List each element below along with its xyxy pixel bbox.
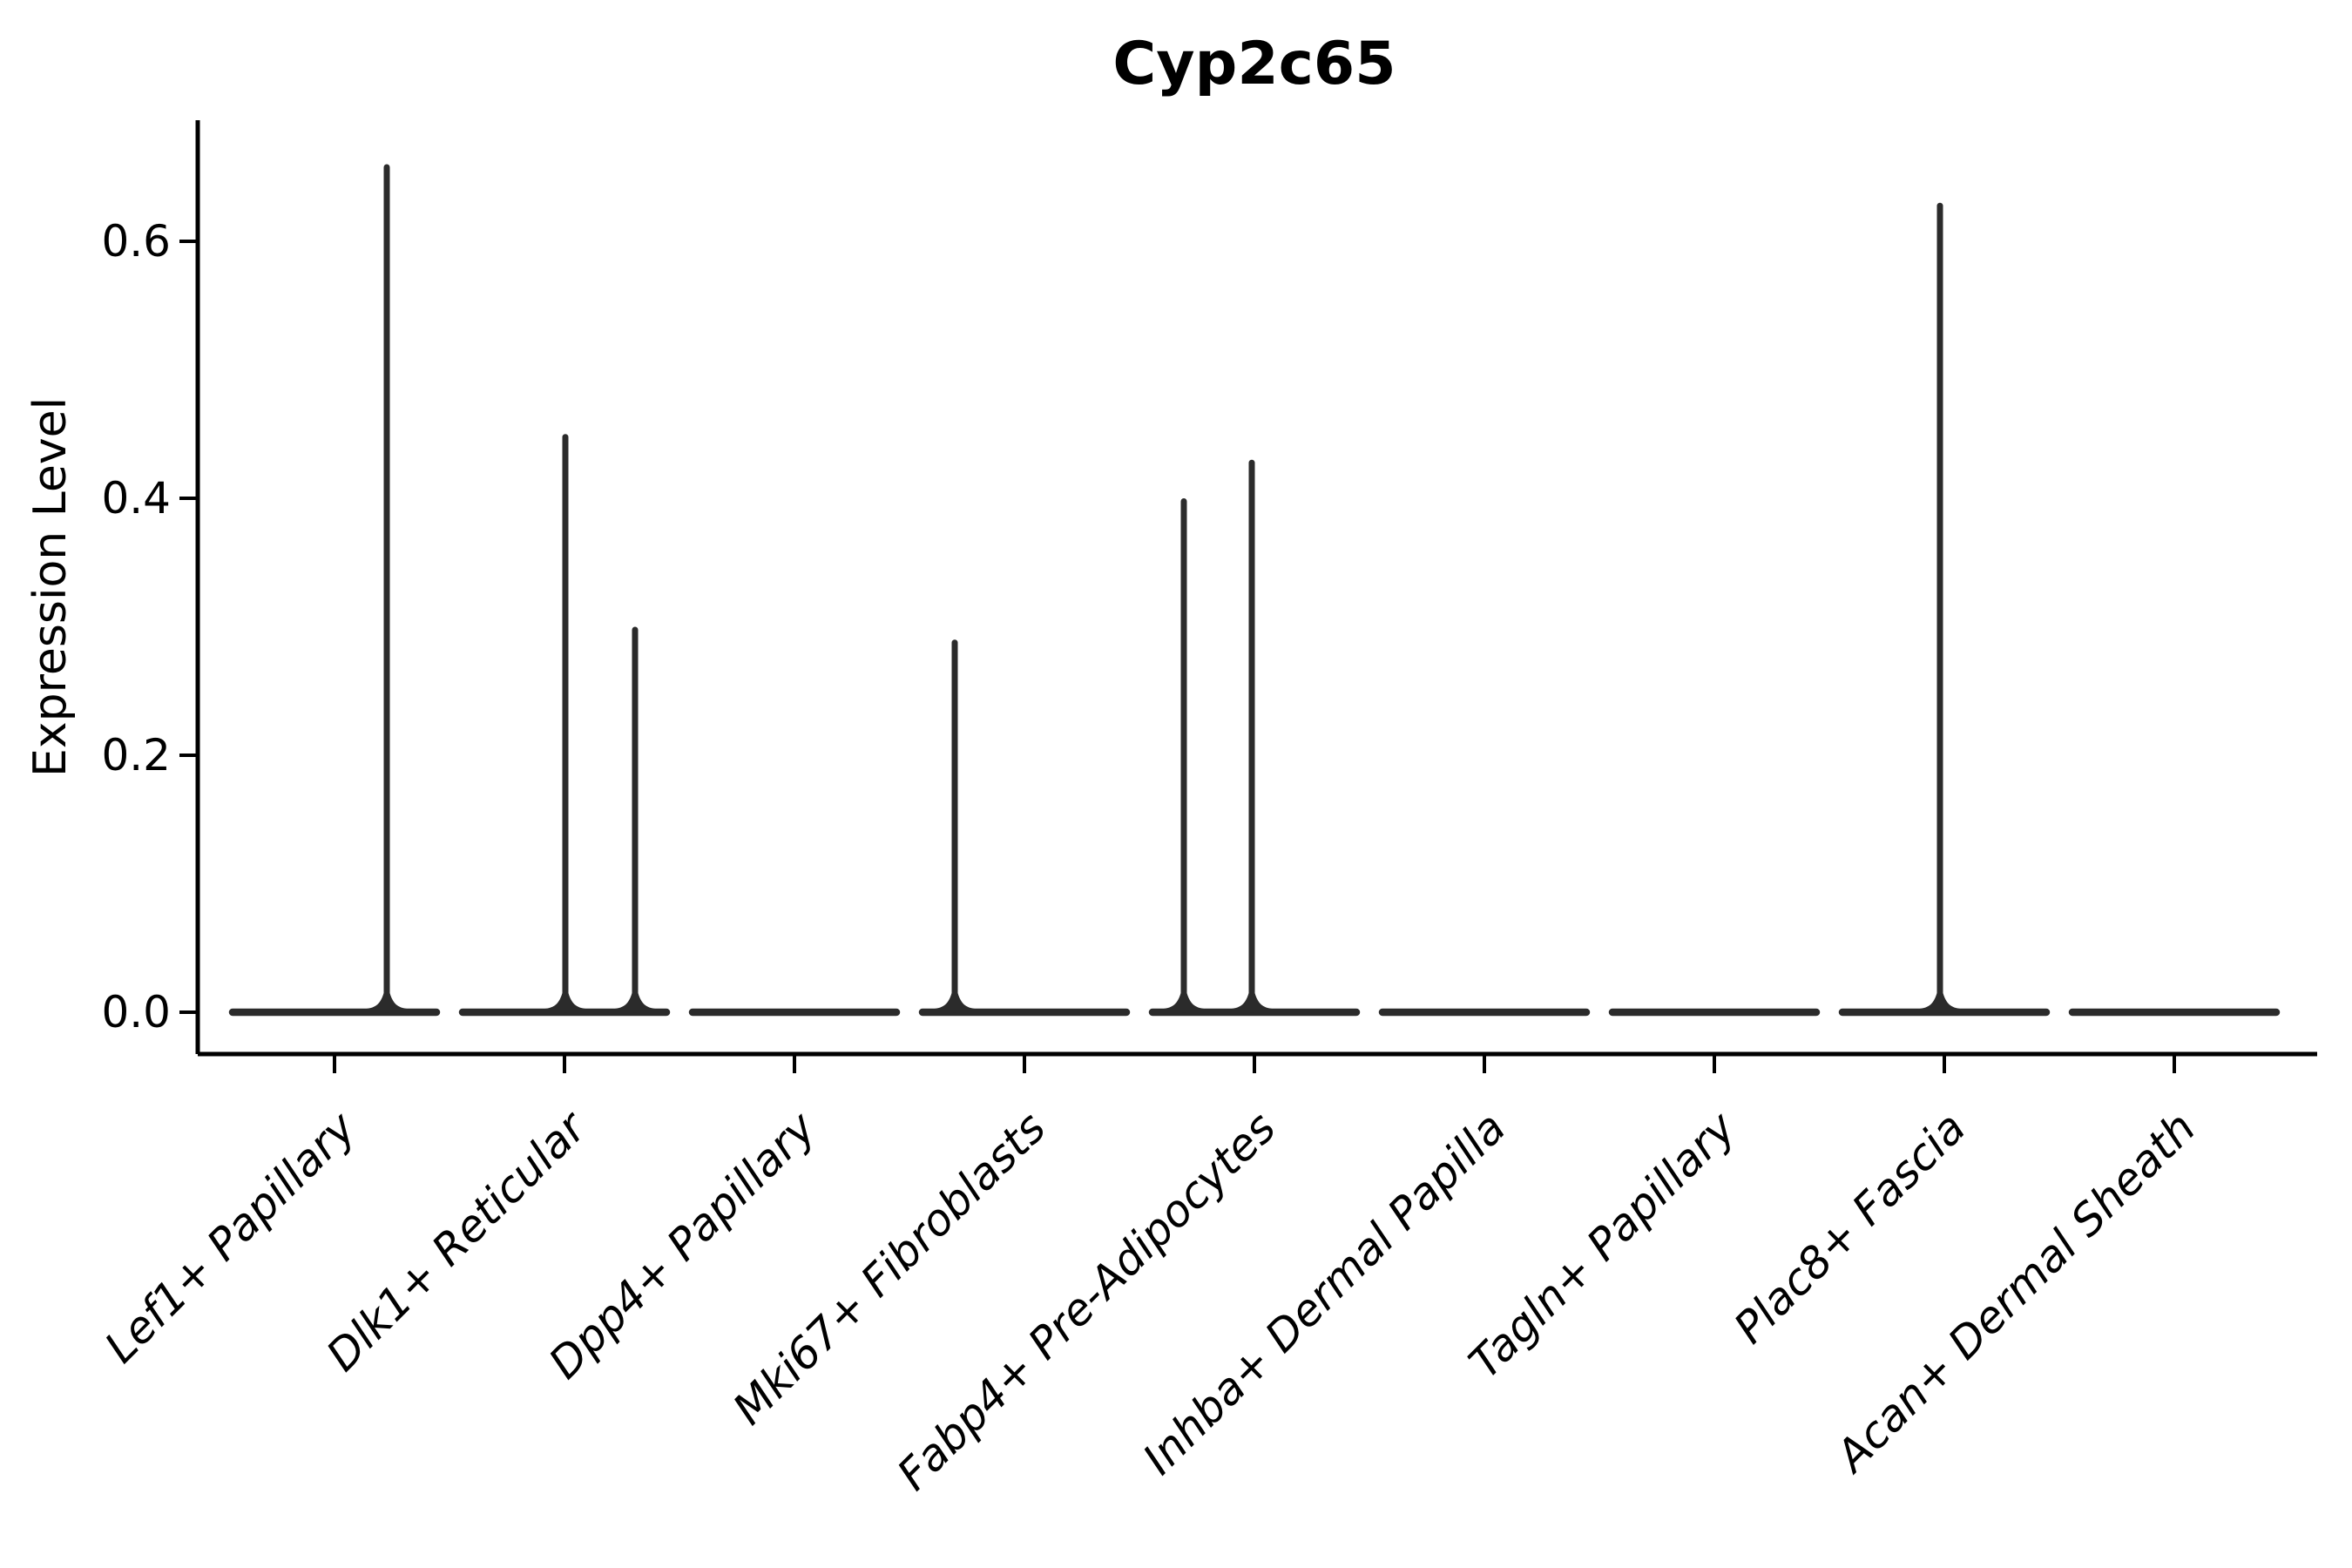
y-tick-label: 0.2	[101, 730, 171, 781]
x-tick-label: Fabp4+ Pre-Adipocytes	[888, 1102, 1286, 1500]
x-tick-label: Inhba+ Dermal Papilla	[1133, 1102, 1515, 1484]
y-axis-label: Expression Level	[24, 397, 77, 777]
violin-glyphs	[228, 164, 2281, 1017]
x-tick-label: Plac8+ Fascia	[1725, 1102, 1976, 1353]
violin-spike-flare	[1159, 993, 1208, 1010]
y-tick-label: 0.0	[101, 987, 171, 1037]
violin-spike-flare	[611, 993, 659, 1010]
y-tick-label: 0.4	[101, 473, 171, 524]
violin-spike-flare	[1227, 993, 1276, 1010]
x-tick-label: Lef1+ Papillary	[95, 1101, 366, 1372]
y-axis-ticks: 0.0 0.2 0.4 0.6	[101, 216, 198, 1037]
violin-spike-flare	[362, 993, 411, 1010]
chart-title: Cyp2c65	[1112, 30, 1396, 98]
violin-spike-flare	[1916, 993, 1964, 1010]
y-tick-label: 0.6	[101, 216, 171, 267]
violin-spike-flare	[541, 993, 590, 1010]
violin-spike-flare	[930, 993, 979, 1010]
